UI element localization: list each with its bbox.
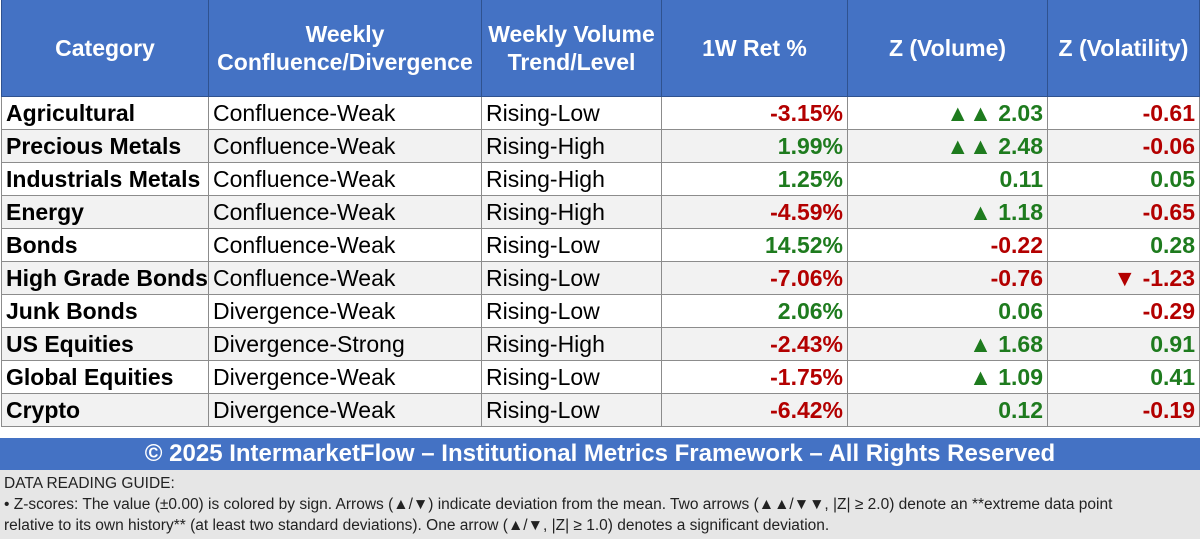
table-row: Junk Bonds Divergence-Weak Rising-Low 2.06%… <box>1 294 1200 328</box>
z-volume-cell: ▲ 1.18 <box>847 195 1048 229</box>
return-cell: -2.43% <box>661 327 848 361</box>
volume-trend-cell: Rising-Low <box>481 360 662 394</box>
header-line: Trend/Level <box>507 49 636 75</box>
header-line: Category <box>55 35 155 61</box>
return-cell: -7.06% <box>661 261 848 295</box>
category-cell: Junk Bonds <box>1 294 209 328</box>
return-cell: 1.25% <box>661 162 848 196</box>
confluence-cell: Confluence-Weak <box>208 96 482 130</box>
confluence-cell: Confluence-Weak <box>208 129 482 163</box>
confluence-cell: Confluence-Weak <box>208 261 482 295</box>
category-cell: Crypto <box>1 393 209 427</box>
metrics-table: Category Weekly Confluence/Divergence Weekl… <box>1 0 1200 427</box>
z-volatility-cell: ▼ -1.23 <box>1047 261 1200 295</box>
table-row: Industrials Metals Confluence-Weak Rising-… <box>1 162 1200 196</box>
confluence-cell: Divergence-Strong <box>208 327 482 361</box>
z-volume-cell: ▲▲ 2.03 <box>847 96 1048 130</box>
column-header-3: Weekly Volume Trend/Level <box>481 0 662 97</box>
z-volatility-cell: 0.91 <box>1047 327 1200 361</box>
category-cell: Energy <box>1 195 209 229</box>
category-cell: Precious Metals <box>1 129 209 163</box>
category-cell: US Equities <box>1 327 209 361</box>
header-line: Z (Volatility) <box>1058 35 1189 61</box>
data-reading-guide: DATA READING GUIDE: • Z-scores: The valu… <box>0 470 1200 539</box>
volume-trend-cell: Rising-High <box>481 129 662 163</box>
z-volatility-cell: 0.28 <box>1047 228 1200 262</box>
table-row: Precious Metals Confluence-Weak Rising-Hig… <box>1 129 1200 163</box>
volume-trend-cell: Rising-High <box>481 327 662 361</box>
confluence-cell: Divergence-Weak <box>208 294 482 328</box>
z-volatility-cell: -0.06 <box>1047 129 1200 163</box>
return-cell: 1.99% <box>661 129 848 163</box>
return-cell: 14.52% <box>661 228 848 262</box>
column-header-5: Z (Volume) <box>847 0 1048 97</box>
guide-line-1: • Z-scores: The value (±0.00) is colored… <box>4 496 1113 513</box>
header-line: Weekly Volume <box>488 21 655 47</box>
copyright-footer: © 2025 IntermarketFlow – Institutional M… <box>0 438 1200 470</box>
volume-trend-cell: Rising-Low <box>481 96 662 130</box>
column-header-1: Category <box>1 0 209 97</box>
z-volatility-cell: -0.61 <box>1047 96 1200 130</box>
z-volume-cell: ▲ 1.09 <box>847 360 1048 394</box>
table-body: Agricultural Confluence-Weak Rising-Low -3.… <box>1 96 1200 427</box>
z-volatility-cell: -0.29 <box>1047 294 1200 328</box>
table-row: High Grade Bonds Confluence-Weak Rising-Lo… <box>1 261 1200 295</box>
table-row: Global Equities Divergence-Weak Rising-Low… <box>1 360 1200 394</box>
volume-trend-cell: Rising-Low <box>481 228 662 262</box>
category-cell: Industrials Metals <box>1 162 209 196</box>
z-volatility-cell: -0.65 <box>1047 195 1200 229</box>
guide-title: DATA READING GUIDE: <box>4 475 175 492</box>
return-cell: -4.59% <box>661 195 848 229</box>
confluence-cell: Divergence-Weak <box>208 393 482 427</box>
category-cell: Agricultural <box>1 96 209 130</box>
category-cell: Bonds <box>1 228 209 262</box>
header-line: Z (Volume) <box>888 35 1007 61</box>
table-row: Energy Confluence-Weak Rising-High -4.59% ▲ … <box>1 195 1200 229</box>
z-volatility-cell: 0.41 <box>1047 360 1200 394</box>
z-volume-cell: 0.11 <box>847 162 1048 196</box>
confluence-cell: Divergence-Weak <box>208 360 482 394</box>
z-volume-cell: ▲ 1.68 <box>847 327 1048 361</box>
table-row: Agricultural Confluence-Weak Rising-Low -3.… <box>1 96 1200 130</box>
header-line: Confluence/Divergence <box>217 49 473 75</box>
z-volume-cell: 0.12 <box>847 393 1048 427</box>
z-volume-cell: -0.22 <box>847 228 1048 262</box>
table-row: US Equities Divergence-Strong Rising-High -… <box>1 327 1200 361</box>
confluence-cell: Confluence-Weak <box>208 162 482 196</box>
z-volume-cell: -0.76 <box>847 261 1048 295</box>
header-line: Weekly <box>305 21 385 47</box>
z-volatility-cell: -0.19 <box>1047 393 1200 427</box>
table-row: Crypto Divergence-Weak Rising-Low -6.42% 0.1… <box>1 393 1200 427</box>
return-cell: 2.06% <box>661 294 848 328</box>
category-cell: Global Equities <box>1 360 209 394</box>
return-cell: -6.42% <box>661 393 848 427</box>
confluence-cell: Confluence-Weak <box>208 195 482 229</box>
column-header-4: 1W Ret % <box>661 0 848 97</box>
confluence-cell: Confluence-Weak <box>208 228 482 262</box>
column-header-2: Weekly Confluence/Divergence <box>208 0 482 97</box>
volume-trend-cell: Rising-Low <box>481 294 662 328</box>
header-row: Category Weekly Confluence/Divergence Weekl… <box>1 0 1200 97</box>
header-line: 1W Ret % <box>702 35 807 61</box>
return-cell: -1.75% <box>661 360 848 394</box>
volume-trend-cell: Rising-Low <box>481 393 662 427</box>
volume-trend-cell: Rising-High <box>481 162 662 196</box>
category-cell: High Grade Bonds <box>1 261 209 295</box>
table-row: Bonds Confluence-Weak Rising-Low 14.52% -0.2… <box>1 228 1200 262</box>
z-volatility-cell: 0.05 <box>1047 162 1200 196</box>
guide-line-2: relative to its own history** (at least … <box>4 517 830 534</box>
volume-trend-cell: Rising-High <box>481 195 662 229</box>
return-cell: -3.15% <box>661 96 848 130</box>
volume-trend-cell: Rising-Low <box>481 261 662 295</box>
z-volume-cell: ▲▲ 2.48 <box>847 129 1048 163</box>
column-header-6: Z (Volatility) <box>1047 0 1200 97</box>
z-volume-cell: 0.06 <box>847 294 1048 328</box>
